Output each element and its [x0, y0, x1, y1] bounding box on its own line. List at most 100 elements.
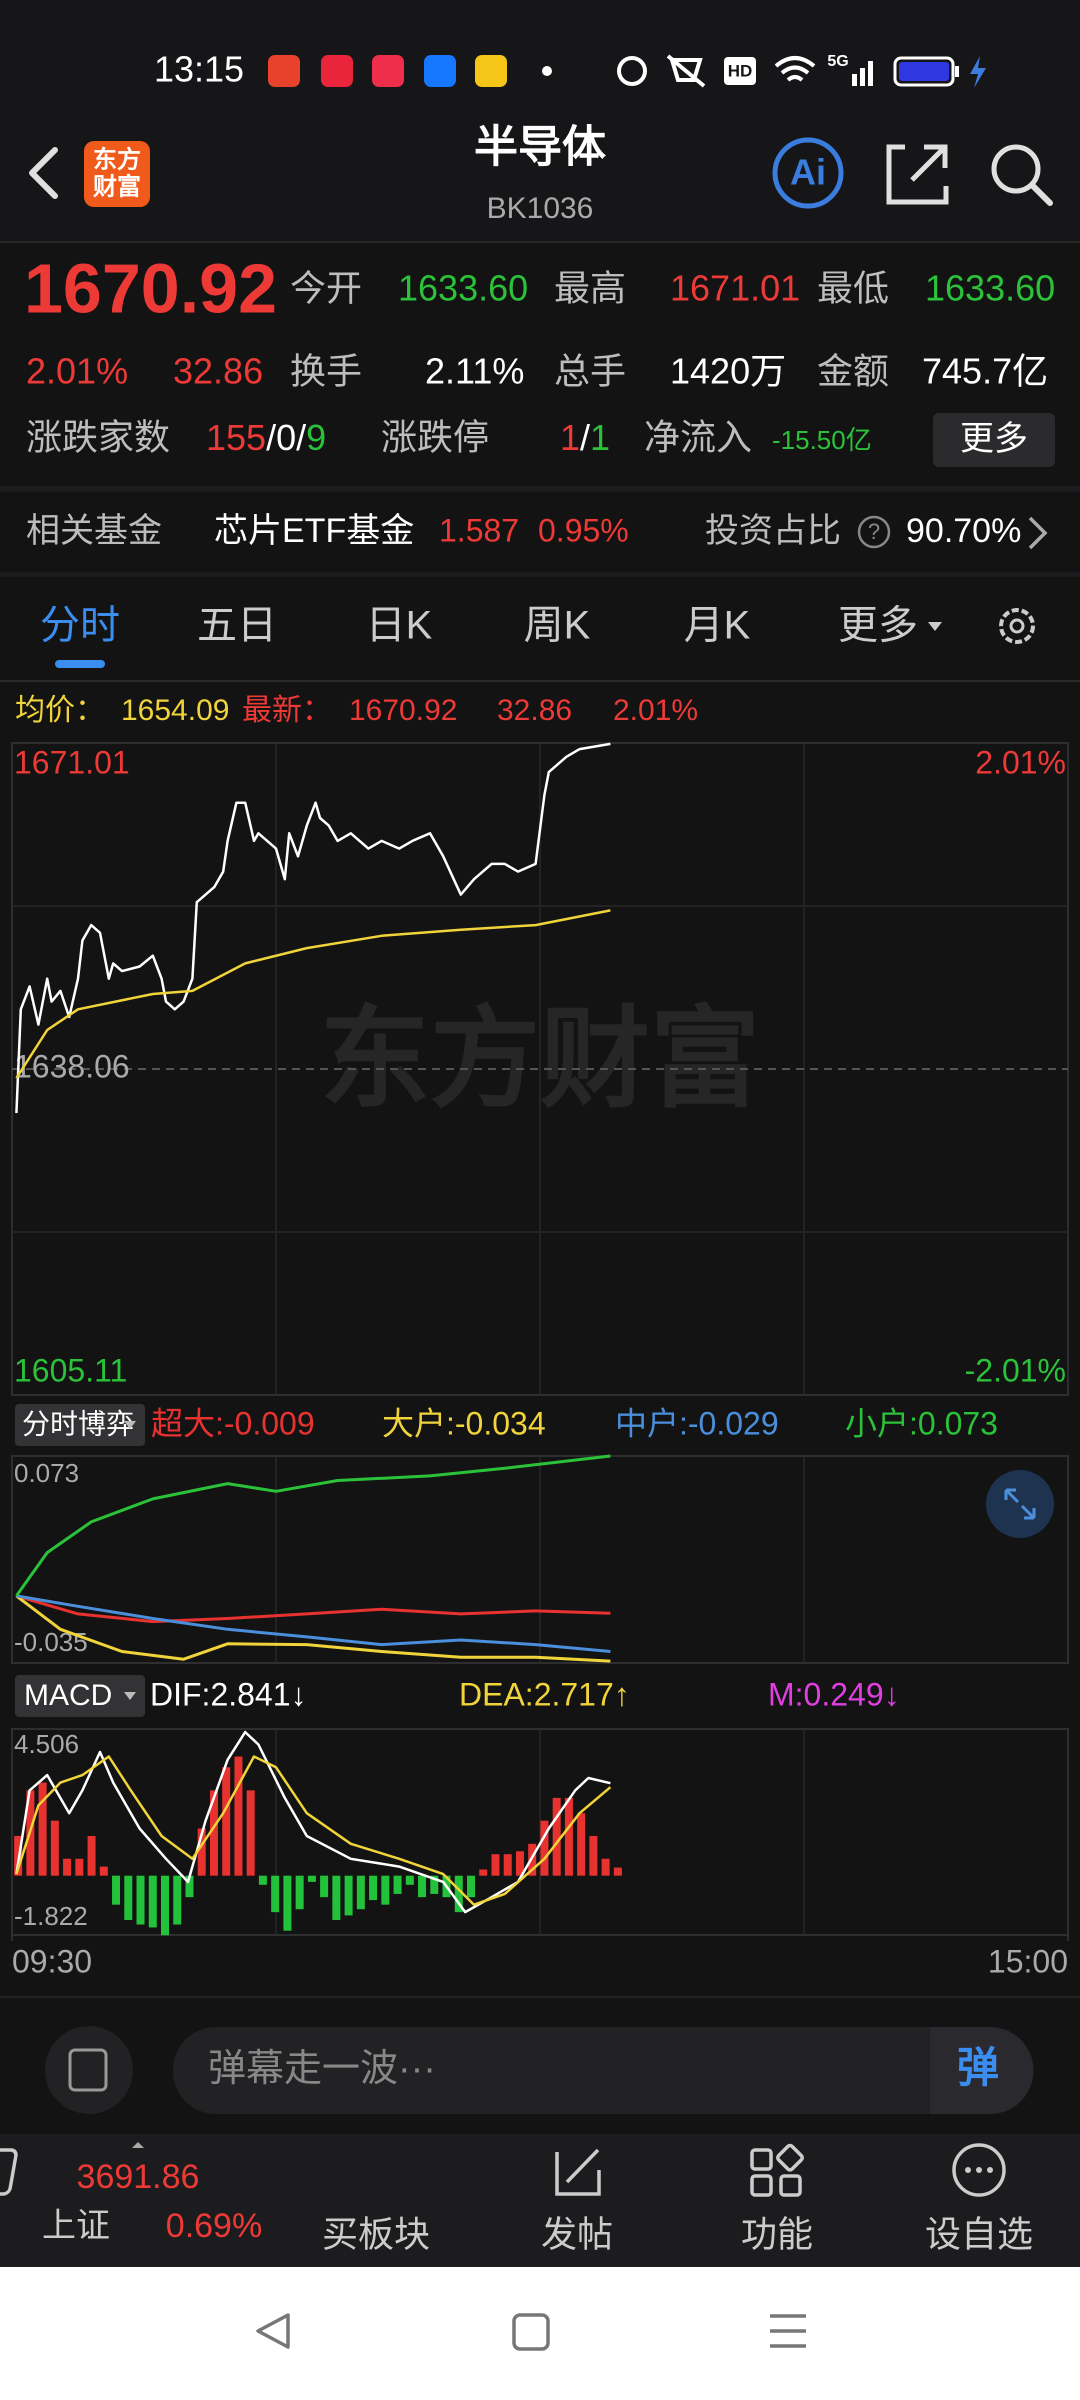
charging-icon: [970, 56, 986, 88]
tab-bar: 分时 五日 日K 周K 月K 更多: [40, 604, 918, 648]
legend-entry: 小户:0.073: [845, 1405, 998, 1441]
tab[interactable]: 分时: [40, 604, 120, 648]
help-icon[interactable]: [857, 515, 891, 549]
last-change: 32.86: [497, 694, 572, 727]
macd-bar: [369, 1875, 378, 1901]
nav-label[interactable]: 设自选: [925, 2214, 1033, 2255]
more-button[interactable]: [933, 413, 1055, 467]
nav-icon: [750, 2148, 773, 2171]
fund-label: 相关基金: [26, 512, 162, 550]
macd-bar: [491, 1854, 500, 1876]
nav-label[interactable]: 发帖: [541, 2214, 613, 2255]
inflow-label: 净流入: [644, 417, 752, 458]
system-menu[interactable]: [770, 2314, 806, 2348]
search-button[interactable]: [991, 144, 1041, 194]
tab[interactable]: 日K: [366, 604, 433, 648]
separator: /: [266, 417, 276, 458]
series-line: [15, 909, 611, 1079]
inflow-value: -15.50亿: [772, 425, 872, 455]
macd-bar: [234, 1756, 243, 1876]
dropdown-arrow: [928, 622, 942, 631]
fund-name[interactable]: 芯片ETF基金: [214, 512, 414, 550]
stat-label: 今开: [290, 268, 362, 309]
breadth-label: 涨跌家数: [26, 417, 170, 458]
nav-label[interactable]: 功能: [741, 2214, 813, 2255]
macd-bar: [515, 1851, 524, 1876]
system-back[interactable]: [256, 2313, 290, 2349]
macd-bar: [50, 1820, 59, 1876]
macd-bar: [112, 1875, 121, 1905]
tab[interactable]: 更多: [838, 604, 918, 648]
change-pct: 2.01%: [26, 351, 128, 392]
selector-box[interactable]: [15, 1675, 145, 1717]
help-label: ?: [868, 519, 880, 544]
comment-input[interactable]: [173, 2027, 1033, 2114]
sector-code: BK1036: [487, 192, 594, 225]
settings-hub: [1009, 618, 1025, 634]
signal-bar: [868, 61, 873, 86]
limit-value: 1/1: [560, 417, 610, 458]
page-title: 半导体: [474, 123, 606, 172]
macd-bar: [197, 1828, 206, 1876]
back-button[interactable]: [29, 147, 58, 199]
send-danmaku[interactable]: [930, 2027, 1034, 2114]
ratio-value: 90.70%: [906, 512, 1021, 550]
nav-label[interactable]: 买板块: [322, 2214, 430, 2255]
system-home[interactable]: [512, 2313, 550, 2351]
comment-placeholder: 弹幕走一波···: [208, 2048, 436, 2090]
change-value: 32.86: [173, 351, 263, 392]
app-logo: [84, 141, 150, 207]
macd-bar: [161, 1875, 169, 1936]
separator: /: [580, 417, 590, 458]
danmaku-toggle[interactable]: [45, 2026, 133, 2114]
bottom-nav: [0, 2134, 1080, 2267]
dropdown-arrow: [124, 1692, 136, 1700]
macd-bar: [295, 1875, 304, 1910]
logo-text: 东方: [93, 145, 141, 173]
hd-label: HD: [728, 61, 753, 80]
expand-button[interactable]: [986, 1470, 1054, 1538]
expand-arrow: [132, 2142, 144, 2148]
status-time: 13:15: [154, 49, 244, 90]
macd-bar: [564, 1797, 573, 1876]
tab[interactable]: 周K: [524, 604, 591, 648]
y2-tick-label: 2.01%: [975, 744, 1066, 780]
selector-box[interactable]: [15, 1404, 145, 1446]
danmaku-icon: [68, 2048, 108, 2092]
nav-icon: [776, 2143, 804, 2172]
legend-entry: 超大:-0.009: [151, 1405, 315, 1441]
index-value[interactable]: 3691.86: [77, 2158, 200, 2196]
y-tick-label: 1671.01: [14, 744, 130, 780]
expand-icon: [1004, 1488, 1036, 1520]
macd-bar: [332, 1875, 341, 1920]
y-tick-label: 1638.06: [14, 1048, 130, 1084]
index-name: 上证: [42, 2207, 110, 2245]
macd-bar: [381, 1875, 390, 1905]
legend-entry: DEA:2.717↑: [459, 1676, 630, 1712]
macd-bar: [589, 1835, 598, 1876]
flow-selector: 分时博弈: [22, 1408, 134, 1439]
hd-badge: [724, 57, 756, 85]
macd-bar: [258, 1875, 267, 1885]
alarm-icon: [617, 56, 647, 86]
ai-button[interactable]: [772, 137, 844, 209]
share-button[interactable]: [886, 144, 949, 205]
y2-tick-label: -2.01%: [965, 1352, 1066, 1388]
nav-icon: [952, 2143, 1006, 2197]
app-icon: [475, 55, 507, 87]
settings-button[interactable]: [999, 608, 1035, 644]
limit-down: 1: [590, 417, 610, 458]
chevron-right[interactable]: [1028, 516, 1048, 550]
stat-value: 745.7亿: [922, 351, 1048, 392]
logo-text: 财富: [93, 172, 141, 200]
separator: /: [296, 417, 306, 458]
stat-label: 最低: [817, 268, 889, 309]
macd-bar: [344, 1875, 353, 1916]
tab[interactable]: 五日: [197, 604, 277, 648]
nav-icon: [976, 2167, 982, 2173]
avg-label: 均价：: [15, 694, 105, 727]
stat-label: 金额: [817, 351, 889, 392]
macd-bar: [503, 1854, 512, 1876]
tab[interactable]: 月K: [684, 604, 751, 648]
battery-level: [899, 62, 949, 81]
